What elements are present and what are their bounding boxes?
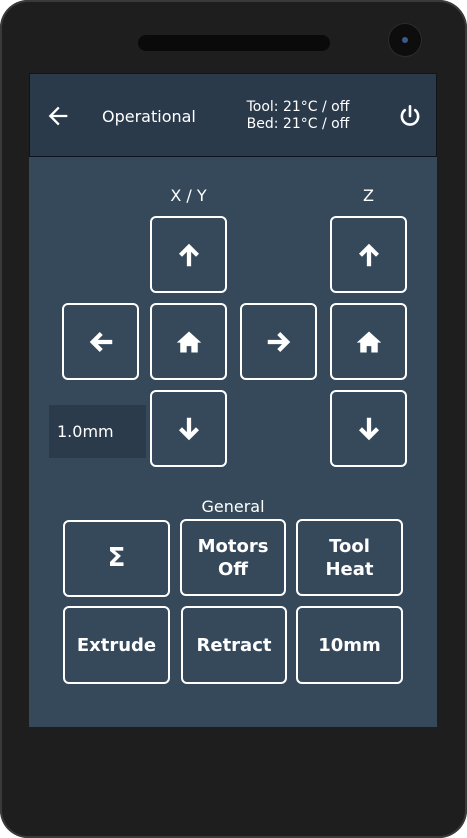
arrow-down-icon: [358, 417, 379, 440]
temperature-readout: Tool: 21°C / off Bed: 21°C / off: [236, 99, 360, 133]
home-icon: [356, 331, 381, 352]
arrow-left-icon: [89, 331, 112, 352]
tool-heat-button[interactable]: Tool Heat: [296, 519, 403, 596]
tool-temperature: Tool: 21°C / off: [246, 99, 350, 115]
extrude-button[interactable]: Extrude: [63, 606, 170, 684]
motors-off-button[interactable]: Motors Off: [180, 519, 286, 596]
extrude-amount-button[interactable]: 10mm: [296, 606, 403, 684]
camera-icon: [389, 24, 421, 56]
printer-status: Operational: [102, 107, 196, 126]
jog-z-plus-button[interactable]: [330, 216, 407, 293]
jog-x-plus-button[interactable]: [240, 303, 317, 380]
sum-button[interactable]: Σ: [63, 520, 170, 597]
bed-temperature: Bed: 21°C / off: [246, 116, 350, 132]
general-section-label: General: [201, 497, 265, 516]
app-header: Operational Tool: 21°C / off Bed: 21°C /…: [29, 73, 437, 157]
app-screen: Operational Tool: 21°C / off Bed: 21°C /…: [29, 73, 437, 727]
arrow-up-icon: [178, 243, 199, 266]
retract-button[interactable]: Retract: [181, 606, 287, 684]
arrow-up-icon: [358, 243, 379, 266]
z-section-label: Z: [363, 186, 374, 205]
back-button[interactable]: [44, 102, 72, 130]
jog-y-plus-button[interactable]: [150, 216, 227, 293]
xy-section-label: X / Y: [170, 186, 207, 205]
home-xy-button[interactable]: [150, 303, 227, 380]
phone-speaker: [138, 35, 330, 51]
home-z-button[interactable]: [330, 303, 407, 380]
home-icon: [176, 331, 201, 352]
jog-y-minus-button[interactable]: [150, 390, 227, 467]
power-icon: [400, 104, 420, 126]
arrow-down-icon: [178, 417, 199, 440]
jog-z-minus-button[interactable]: [330, 390, 407, 467]
arrow-right-icon: [267, 331, 290, 352]
arrow-left-icon: [48, 106, 68, 126]
jog-x-minus-button[interactable]: [62, 303, 139, 380]
step-size-selector[interactable]: 1.0mm: [49, 405, 146, 458]
power-button[interactable]: [397, 103, 423, 129]
